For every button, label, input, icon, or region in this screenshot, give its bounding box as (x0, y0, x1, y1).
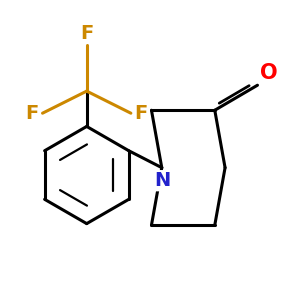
Text: N: N (154, 171, 170, 190)
Text: F: F (26, 104, 39, 123)
Text: F: F (134, 104, 148, 123)
Text: O: O (260, 63, 278, 83)
Text: F: F (80, 24, 93, 43)
